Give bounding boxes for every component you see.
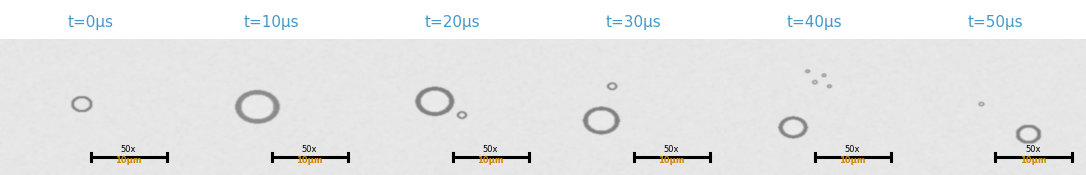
Text: t=40μs: t=40μs [786,15,843,30]
Text: 10μm: 10μm [658,156,685,165]
Text: 50x: 50x [483,145,498,154]
Text: 10μm: 10μm [839,156,866,165]
Text: t=20μs: t=20μs [425,15,480,30]
Text: 10μm: 10μm [296,156,323,165]
Text: 50x: 50x [664,145,679,154]
Text: 50x: 50x [1026,145,1041,154]
Text: t=10μs: t=10μs [243,15,300,30]
Text: t=0μs: t=0μs [67,15,114,30]
Text: 10μm: 10μm [1020,156,1047,165]
Text: 50x: 50x [302,145,317,154]
Text: t=30μs: t=30μs [606,15,661,30]
Text: 10μm: 10μm [115,156,142,165]
Text: 50x: 50x [121,145,136,154]
Text: 10μm: 10μm [477,156,504,165]
Text: t=50μs: t=50μs [968,15,1023,30]
Text: 50x: 50x [845,145,860,154]
